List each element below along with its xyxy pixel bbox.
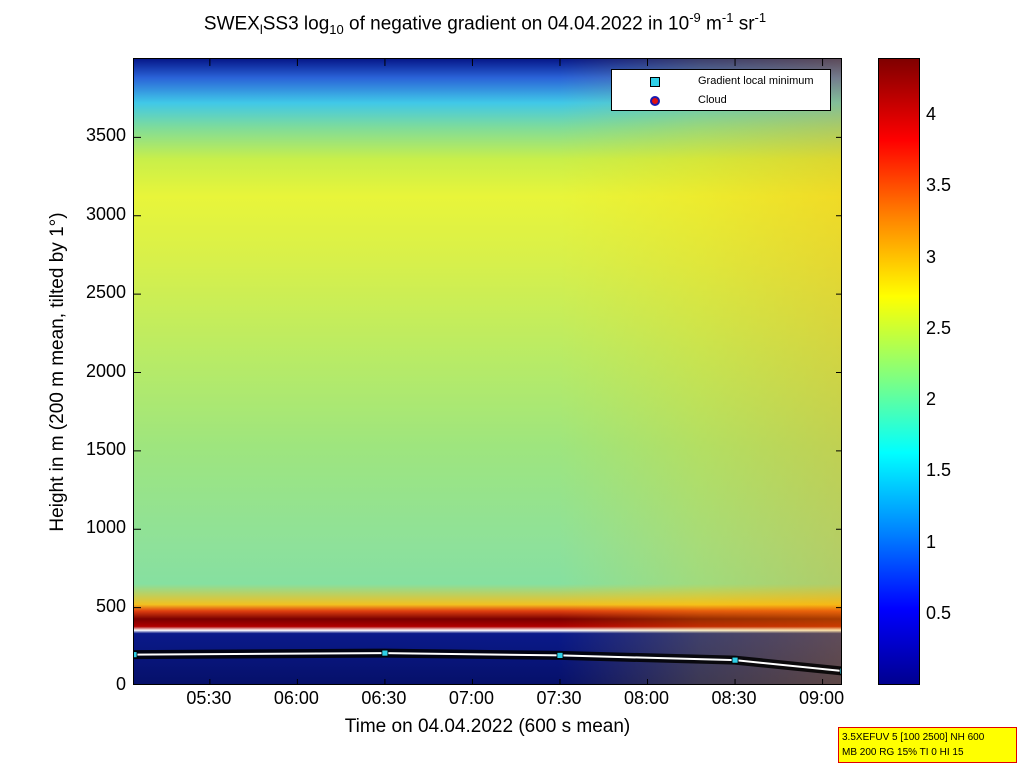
- legend-label: Gradient local minimum: [698, 75, 814, 87]
- y-tick-label: 1500: [85, 438, 126, 459]
- settings-info-box: 3.5XEFUV 5 [100 2500] NH 600 MB 200 RG 1…: [838, 727, 1017, 763]
- x-tick-label: 05:30: [186, 688, 232, 708]
- circle-marker-icon: [650, 96, 660, 106]
- y-tick-label: 1000: [85, 517, 126, 538]
- colorbar-tick-label: 2: [926, 389, 937, 409]
- y-tick-label: 3500: [85, 125, 126, 146]
- y-tick-label: 2000: [85, 360, 126, 381]
- x-tick-label: 06:30: [361, 688, 407, 708]
- y-tick-label: 500: [95, 595, 126, 616]
- colorbar: [878, 58, 920, 685]
- x-tick-label: 08:30: [711, 688, 757, 708]
- legend: Gradient local minimum Cloud: [611, 69, 831, 111]
- x-axis-label: Time on 04.04.2022 (600 s mean): [344, 716, 631, 737]
- colorbar-tick-label: 1: [926, 531, 937, 552]
- gradient-minimum-marker: [381, 649, 389, 657]
- x-tick-label: 07:30: [536, 688, 582, 708]
- legend-entry-cloud: Cloud: [612, 93, 830, 109]
- gradient-minimum-marker: [731, 656, 739, 664]
- gradient-minimum-marker: [134, 651, 138, 659]
- x-tick-label: 09:00: [799, 688, 845, 708]
- chart-title: SWEXlSS3 log10 of negative gradient on 0…: [203, 10, 767, 38]
- heatmap-overlay-svg: [134, 59, 841, 684]
- gradient-minimum-marker: [556, 652, 564, 659]
- gradient-minimum-marker: [839, 667, 841, 675]
- y-tick-label: 0: [115, 674, 126, 694]
- colorbar-tick-label: 1.5: [926, 460, 952, 481]
- colorbar-tick-label: 3.5: [926, 175, 952, 196]
- square-marker-icon: [650, 77, 660, 87]
- y-tick-label: 2500: [85, 282, 126, 303]
- legend-label: Cloud: [698, 94, 727, 106]
- legend-entry-gradient-minimum: Gradient local minimum: [612, 74, 830, 90]
- settings-line-2: MB 200 RG 15% TI 0 HI 15: [842, 747, 964, 758]
- colorbar-tick-label: 0.5: [926, 602, 952, 623]
- settings-line-1: 3.5XEFUV 5 [100 2500] NH 600: [842, 732, 985, 743]
- x-tick-label: 07:00: [448, 688, 494, 708]
- colorbar-tick-label: 2.5: [926, 317, 952, 338]
- y-axis-label: Height in m (200 m mean, tilted by 1°): [47, 212, 68, 532]
- x-tick-label: 06:00: [273, 688, 319, 708]
- colorbar-tick-label: 3: [926, 246, 937, 267]
- heatmap-plot-area[interactable]: [133, 58, 842, 685]
- x-tick-label: 08:00: [623, 688, 670, 708]
- y-tick-label: 3000: [85, 203, 126, 224]
- colorbar-tick-label: 4: [926, 104, 937, 124]
